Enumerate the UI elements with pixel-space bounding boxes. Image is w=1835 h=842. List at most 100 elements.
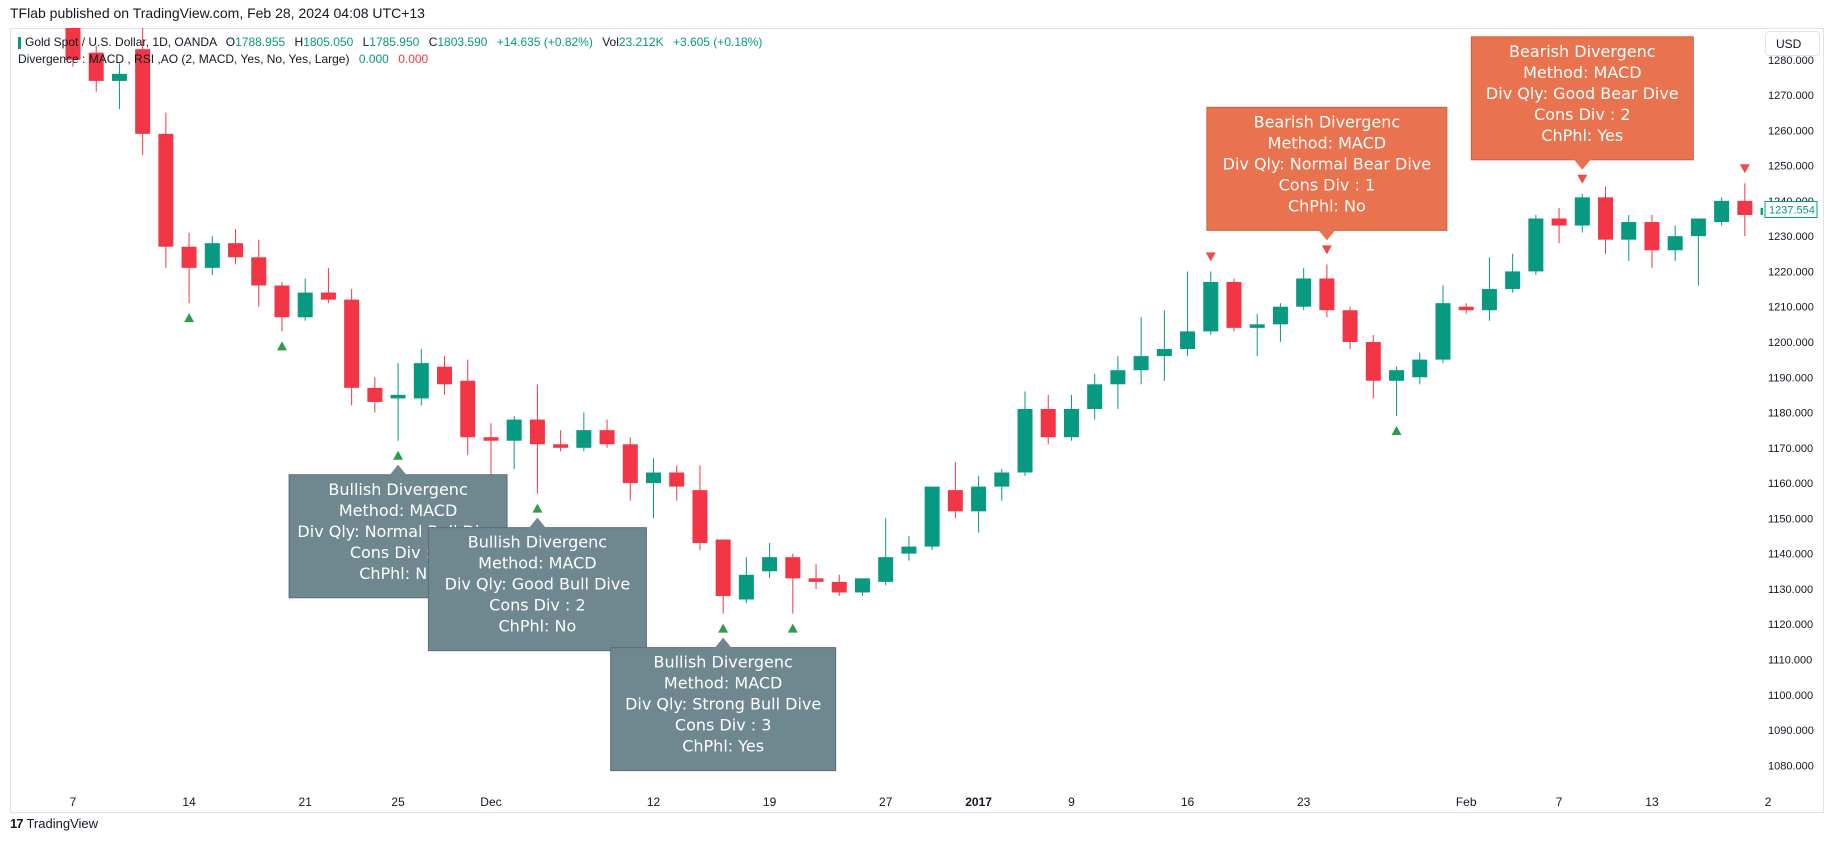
candle-body[interactable] xyxy=(669,472,685,487)
candle-body[interactable] xyxy=(111,73,127,81)
candle-body[interactable] xyxy=(1528,218,1544,272)
candle-body[interactable] xyxy=(1690,218,1706,237)
candle-body[interactable] xyxy=(344,299,360,388)
candle-body[interactable] xyxy=(1087,384,1103,409)
label-line: Cons Div : 2 xyxy=(1534,105,1631,124)
candle-body[interactable] xyxy=(367,387,383,402)
candle-body[interactable] xyxy=(901,546,917,554)
candle-body[interactable] xyxy=(1481,289,1497,311)
indicator-title[interactable]: Divergence : MACD , RSI ,AO (2, MACD, Ye… xyxy=(18,52,350,66)
candle-body[interactable] xyxy=(413,363,429,399)
candle-body[interactable] xyxy=(576,430,592,448)
symbol-legend-row: Gold Spot / U.S. Dollar, 1D, OANDA O1788… xyxy=(18,34,762,51)
candle-body[interactable] xyxy=(738,574,754,600)
price-tick-label: 1170.000 xyxy=(1768,443,1813,455)
candle-body[interactable] xyxy=(204,243,220,268)
label-line: ChPhl: Yes xyxy=(1541,126,1623,145)
label-box xyxy=(427,527,647,652)
label-line: Method: MACD xyxy=(664,674,782,693)
candle-body[interactable] xyxy=(1249,324,1265,328)
candle-body[interactable] xyxy=(390,394,406,399)
candle-body[interactable] xyxy=(1156,349,1172,357)
candle-body[interactable] xyxy=(1180,331,1196,350)
candle-body[interactable] xyxy=(529,419,545,445)
candle-body[interactable] xyxy=(135,49,151,134)
candle-body[interactable] xyxy=(483,437,499,441)
candle-body[interactable] xyxy=(1296,278,1312,307)
candle-body[interactable] xyxy=(1574,197,1590,226)
bull-divergence-marker xyxy=(184,313,195,323)
candle-body[interactable] xyxy=(1365,341,1381,381)
candle-body[interactable] xyxy=(506,419,522,441)
label-line: Bearish Divergenc xyxy=(1254,112,1401,131)
candle-body[interactable] xyxy=(1203,282,1219,332)
candle-body[interactable] xyxy=(1458,306,1474,311)
bull-divergence-marker xyxy=(718,623,729,633)
candle-body[interactable] xyxy=(274,285,290,318)
candle-body[interactable] xyxy=(971,486,987,512)
time-tick-label: 14 xyxy=(182,795,196,809)
candle-body[interactable] xyxy=(1226,282,1242,328)
candle-body[interactable] xyxy=(808,578,824,582)
candle-body[interactable] xyxy=(1737,200,1753,215)
volume-change-value: +3.605 (+0.18%) xyxy=(672,35,763,49)
candle-body[interactable] xyxy=(1063,409,1079,438)
candle-body[interactable] xyxy=(181,246,197,268)
candle-body[interactable] xyxy=(1667,236,1683,251)
candle-body[interactable] xyxy=(646,472,661,484)
candle-body[interactable] xyxy=(878,557,894,582)
candle-body[interactable] xyxy=(460,380,476,438)
price-tick-label: 1220.000 xyxy=(1768,266,1814,278)
candle-body[interactable] xyxy=(854,578,870,593)
candle-body[interactable] xyxy=(320,292,336,300)
candle-body[interactable] xyxy=(1110,370,1126,385)
candle-body[interactable] xyxy=(1505,271,1521,290)
time-tick-label: 27 xyxy=(879,795,893,809)
candle-body[interactable] xyxy=(924,486,940,547)
candle-body[interactable] xyxy=(692,490,708,544)
label-line: Cons Div : 1 xyxy=(350,543,447,562)
high-value: 1805.050 xyxy=(303,35,354,49)
candle-body[interactable] xyxy=(1621,222,1637,240)
candle-body[interactable] xyxy=(1389,370,1405,381)
candle-body[interactable] xyxy=(1272,306,1288,325)
candle-body[interactable] xyxy=(553,444,569,448)
label-pointer xyxy=(389,464,408,476)
candle-body[interactable] xyxy=(228,243,244,258)
candle-body[interactable] xyxy=(622,444,638,484)
candle-body[interactable] xyxy=(947,490,963,512)
candle-body[interactable] xyxy=(297,292,313,318)
label-box xyxy=(1206,106,1448,231)
candle-body[interactable] xyxy=(831,581,847,593)
candle-body[interactable] xyxy=(1319,278,1335,311)
candle-body[interactable] xyxy=(1017,409,1033,473)
currency-selector[interactable]: USD xyxy=(1765,31,1820,56)
candle-body[interactable] xyxy=(1040,409,1056,438)
candle-body[interactable] xyxy=(599,430,615,445)
candle-body[interactable] xyxy=(1551,218,1567,226)
candle-body[interactable] xyxy=(715,539,731,596)
candle-body[interactable] xyxy=(88,52,104,81)
candle-body[interactable] xyxy=(1714,200,1730,223)
candle-body[interactable] xyxy=(1342,310,1358,342)
bear-divergence-marker xyxy=(1739,164,1750,174)
bull-divergence-marker xyxy=(787,623,798,633)
candle-body[interactable] xyxy=(762,557,778,572)
candle-body[interactable] xyxy=(65,28,81,60)
candle-body[interactable] xyxy=(994,472,1010,487)
candle-body[interactable] xyxy=(1644,222,1660,251)
candle-body[interactable] xyxy=(1435,303,1451,360)
candle-body[interactable] xyxy=(785,557,801,579)
candle-body[interactable] xyxy=(158,133,174,247)
chart-legend: Gold Spot / U.S. Dollar, 1D, OANDA O1788… xyxy=(18,34,762,68)
candle-body[interactable] xyxy=(1760,207,1776,215)
label-pointer xyxy=(1573,158,1592,170)
candle-body[interactable] xyxy=(251,257,267,286)
close-value: 1803.590 xyxy=(437,35,488,49)
candle-body[interactable] xyxy=(1412,359,1428,378)
symbol-title[interactable]: Gold Spot / U.S. Dollar, 1D, OANDA xyxy=(25,35,217,49)
candle-body[interactable] xyxy=(437,366,453,385)
candle-body[interactable] xyxy=(1598,197,1614,240)
candle-body[interactable] xyxy=(1133,356,1149,371)
